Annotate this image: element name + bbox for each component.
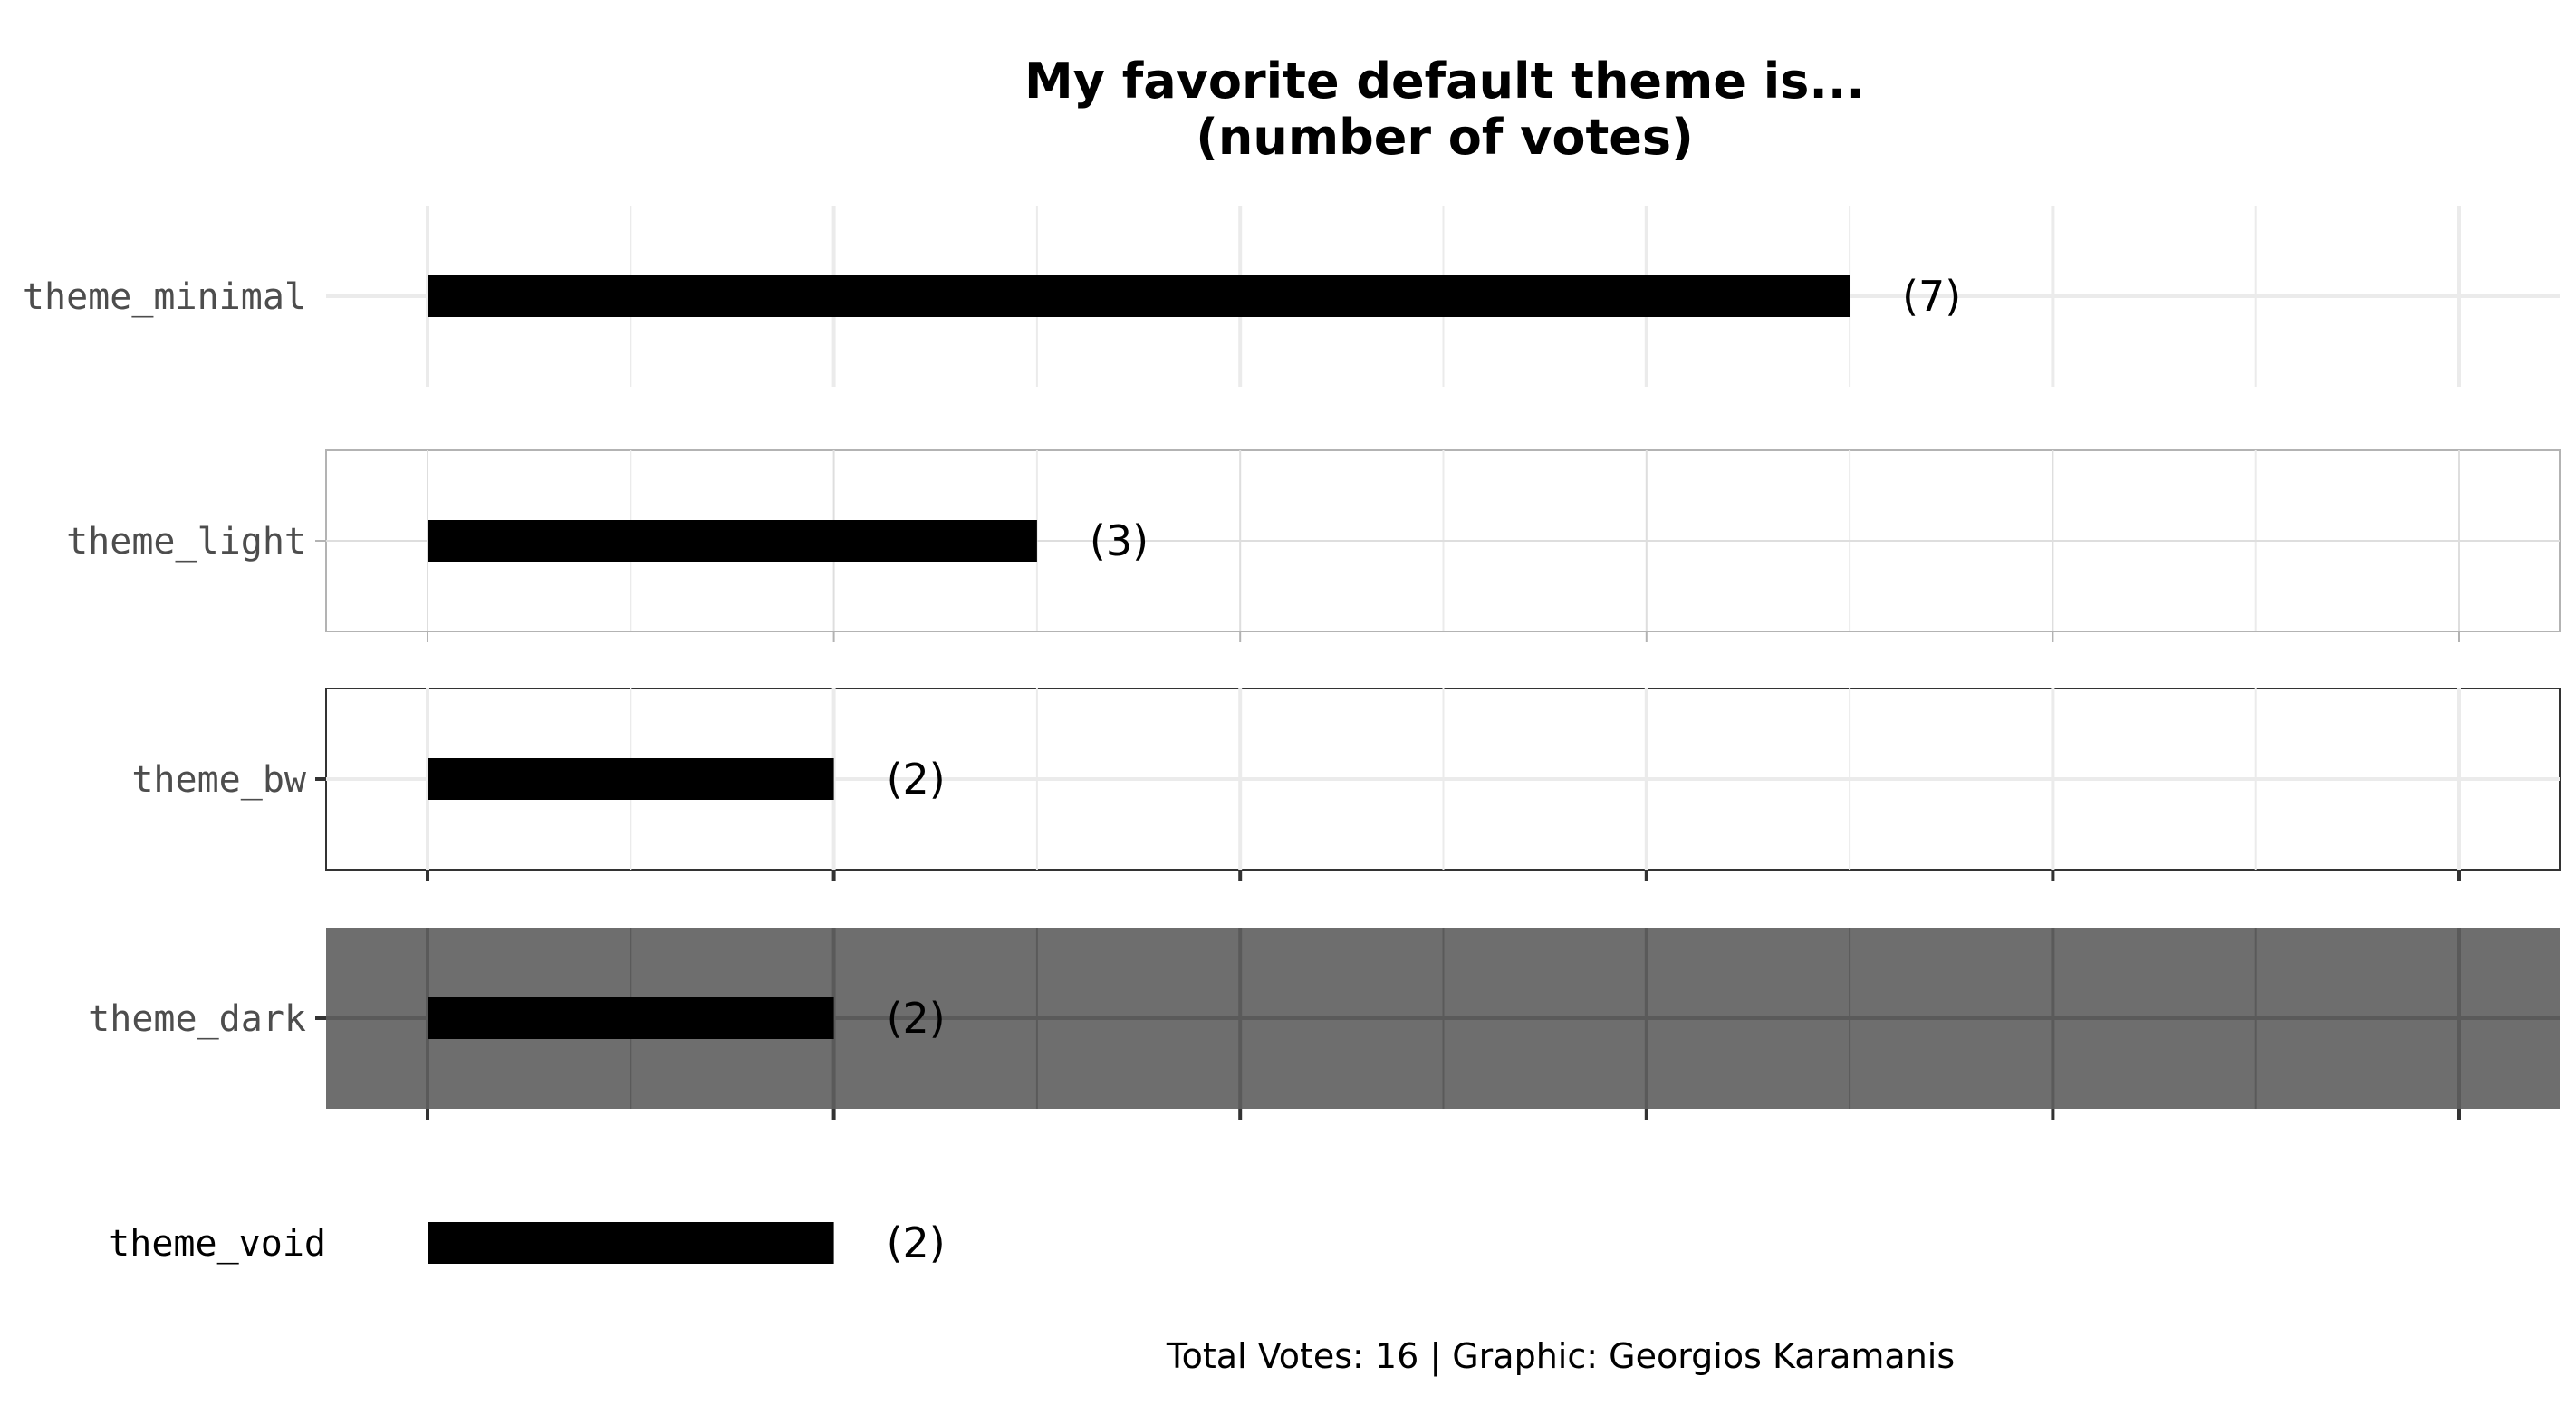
category-label-theme-light: theme_light <box>66 521 306 563</box>
bar-theme-void <box>428 1222 834 1264</box>
category-label-theme-dark: theme_dark <box>88 998 306 1040</box>
bar-theme-light <box>428 520 1037 562</box>
category-label-theme-void: theme_void <box>108 1223 326 1265</box>
bar-theme-minimal <box>428 275 1850 317</box>
chart-caption: Total Votes: 16 | Graphic: Georgios Kara… <box>1166 1336 1955 1377</box>
panels: (7) theme_minimal (3) theme_light (2) theme_b… <box>23 206 2561 1267</box>
chart-title-line1: My favorite default theme is... <box>1024 53 1865 110</box>
bar-theme-dark <box>428 997 834 1039</box>
value-label-theme-dark: (2) <box>887 994 946 1043</box>
value-label-theme-light: (3) <box>1090 516 1149 565</box>
value-label-theme-void: (2) <box>887 1218 946 1267</box>
category-label-theme-minimal: theme_minimal <box>23 276 306 318</box>
bar-theme-bw <box>428 758 834 800</box>
value-label-theme-bw: (2) <box>887 755 946 804</box>
category-label-theme-bw: theme_bw <box>131 759 307 801</box>
value-label-theme-minimal: (7) <box>1902 272 1961 321</box>
chart-title-line2: (number of votes) <box>1196 109 1694 166</box>
